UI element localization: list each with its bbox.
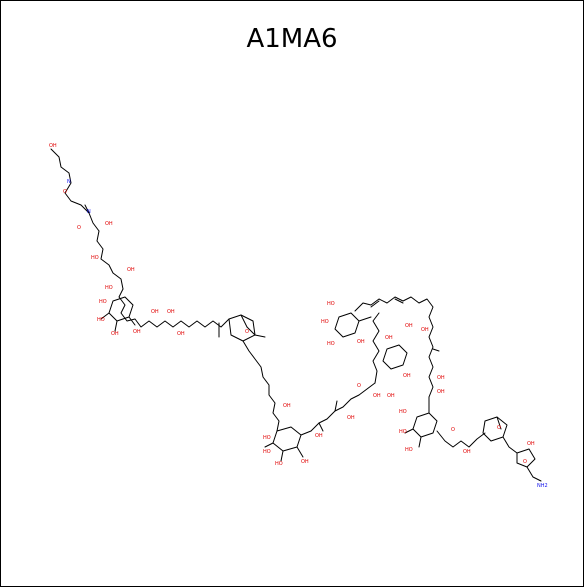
atom-label-oh: OH	[49, 143, 57, 149]
atom-label-oh: OH	[403, 373, 411, 379]
atom-label-ho: HO	[97, 317, 105, 323]
atom-label-ho: HO	[399, 409, 407, 415]
left-amide-chain	[50, 148, 230, 328]
left-bicyclic-acetal	[218, 314, 266, 342]
middle-sugar-rings	[334, 312, 408, 370]
atom-label-oh: OH	[151, 309, 159, 315]
atom-label-oh: OH	[111, 331, 119, 337]
atom-label-oh: OH	[283, 403, 291, 409]
atom-label-oh: OH	[357, 339, 365, 345]
bottom-sugar-ring	[264, 426, 312, 462]
left-sugar-ring	[100, 296, 136, 332]
atom-label-o: O	[523, 459, 527, 465]
atom-label-o: O	[63, 189, 67, 195]
atom-label-ho: HO	[321, 319, 329, 325]
central-chain	[310, 312, 380, 432]
upper-polyene-chain	[354, 296, 440, 398]
atom-label-oh: OH	[167, 309, 175, 315]
atom-label-ho: HO	[327, 301, 335, 307]
atom-label-ho: HO	[263, 435, 271, 441]
atom-label-n: N	[67, 179, 71, 185]
atom-label-oh: OH	[133, 329, 141, 335]
atom-label-o: O	[357, 383, 361, 389]
atom-label-oh: OH	[301, 459, 309, 465]
atom-label-oh: OH	[387, 393, 395, 399]
atom-label-ho: HO	[405, 447, 413, 453]
atom-label-o: O	[497, 425, 501, 431]
atom-label-n: N	[87, 209, 91, 215]
atom-label-oh: OH	[315, 433, 323, 439]
atom-label-nh2: NH2	[537, 483, 548, 489]
atom-label-oh: OH	[405, 323, 413, 329]
atom-label-oh: OH	[105, 221, 113, 227]
atom-label-oh: OH	[463, 449, 471, 455]
atom-label-oh: OH	[373, 393, 381, 399]
atom-label-ho: HO	[327, 341, 335, 347]
atom-label-ho: HO	[263, 449, 271, 455]
atom-label-o: O	[451, 427, 455, 433]
molecule-title: A1MA6	[246, 24, 338, 54]
atom-label-oh: OH	[527, 441, 535, 447]
atom-label-o: O	[245, 329, 249, 335]
right-tail	[436, 416, 542, 482]
atom-label-oh: OH	[127, 267, 135, 273]
atom-label-oh: OH	[347, 415, 355, 421]
middle-alkyl-chain	[242, 340, 280, 432]
atom-label-o: O	[77, 225, 81, 231]
right-sugar-ring	[404, 396, 438, 448]
atom-label-ho: HO	[275, 461, 283, 467]
atom-label-oh: OH	[437, 389, 445, 395]
atom-label-ho: HO	[91, 255, 99, 261]
atom-label-oh: OH	[177, 331, 185, 337]
atom-label-oh: OH	[437, 375, 445, 381]
atom-label-oh: OH	[421, 327, 429, 333]
atom-labels: OH N O N O OH HO OH HO HO HO OH OH OH OH…	[49, 143, 548, 489]
atom-label-ho: HO	[399, 429, 407, 435]
atom-label-ho: HO	[99, 299, 107, 305]
atom-label-oh: OH	[385, 335, 393, 341]
atom-label-ho: HO	[105, 285, 113, 291]
